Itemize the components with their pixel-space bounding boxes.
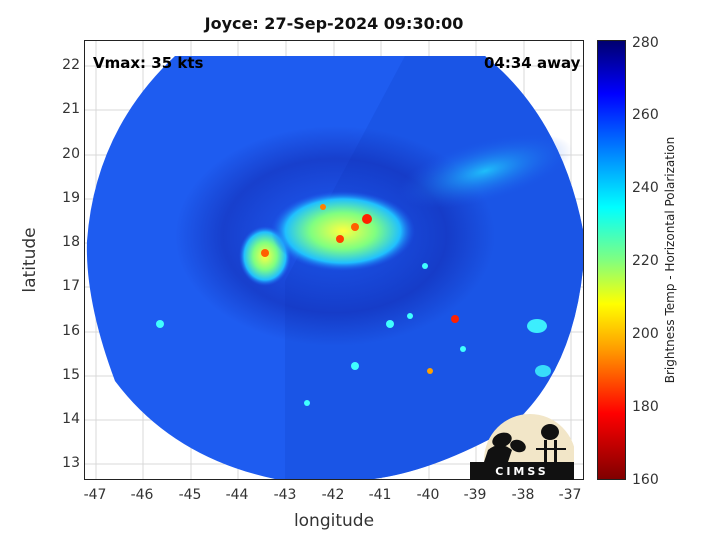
- y-tick-label: 22: [62, 57, 80, 73]
- y-tick-label: 14: [62, 411, 80, 427]
- y-tick-label: 18: [62, 234, 80, 250]
- map-title: Joyce: 27-Sep-2024 09:30:00: [204, 14, 464, 33]
- y-tick-label: 19: [62, 190, 80, 206]
- y-tick-label: 17: [62, 278, 80, 294]
- x-tick-label: -41: [368, 487, 392, 503]
- time-away-label: 04:34 away: [484, 54, 581, 72]
- y-axis-label: latitude: [20, 227, 40, 293]
- y-tick-label: 15: [62, 367, 80, 383]
- x-tick-label: -42: [321, 487, 345, 503]
- x-tick-label: -43: [273, 487, 297, 503]
- colorbar-tick: 280: [632, 35, 659, 51]
- y-tick-label: 20: [62, 146, 80, 162]
- x-tick-label: -45: [178, 487, 202, 503]
- colorbar-tick: 160: [632, 472, 659, 488]
- x-tick-label: -46: [130, 487, 154, 503]
- central-core: [271, 191, 415, 271]
- logo-text: CIMSS: [495, 465, 548, 478]
- microwave-swath: [85, 41, 583, 479]
- convective-cells: [156, 204, 551, 406]
- x-axis-label: longitude: [293, 511, 375, 531]
- x-tick-label: -37: [558, 487, 582, 503]
- colorbar-tick: 260: [632, 107, 659, 123]
- colorbar-label: Brightness Temp - Horizontal Polarizatio…: [663, 136, 677, 384]
- x-tick-label: -44: [225, 487, 249, 503]
- x-tick-label: -39: [463, 487, 487, 503]
- colorbar-tick: 200: [632, 326, 659, 342]
- y-tick-label: 13: [62, 455, 80, 471]
- x-tick-label: -40: [416, 487, 440, 503]
- colorbar: [597, 40, 626, 480]
- cimss-logo: CIMSS: [470, 412, 576, 506]
- north-band: [397, 133, 573, 209]
- y-tick-label: 21: [62, 101, 80, 117]
- colorbar-tick: 180: [632, 399, 659, 415]
- y-tick-label: 16: [62, 323, 80, 339]
- map-plot-area: [84, 40, 584, 480]
- colorbar-tick: 220: [632, 253, 659, 269]
- x-tick-label: -38: [511, 487, 535, 503]
- colorbar-tick: 240: [632, 180, 659, 196]
- vmax-label: Vmax: 35 kts: [93, 54, 204, 72]
- x-tick-label: -47: [83, 487, 107, 503]
